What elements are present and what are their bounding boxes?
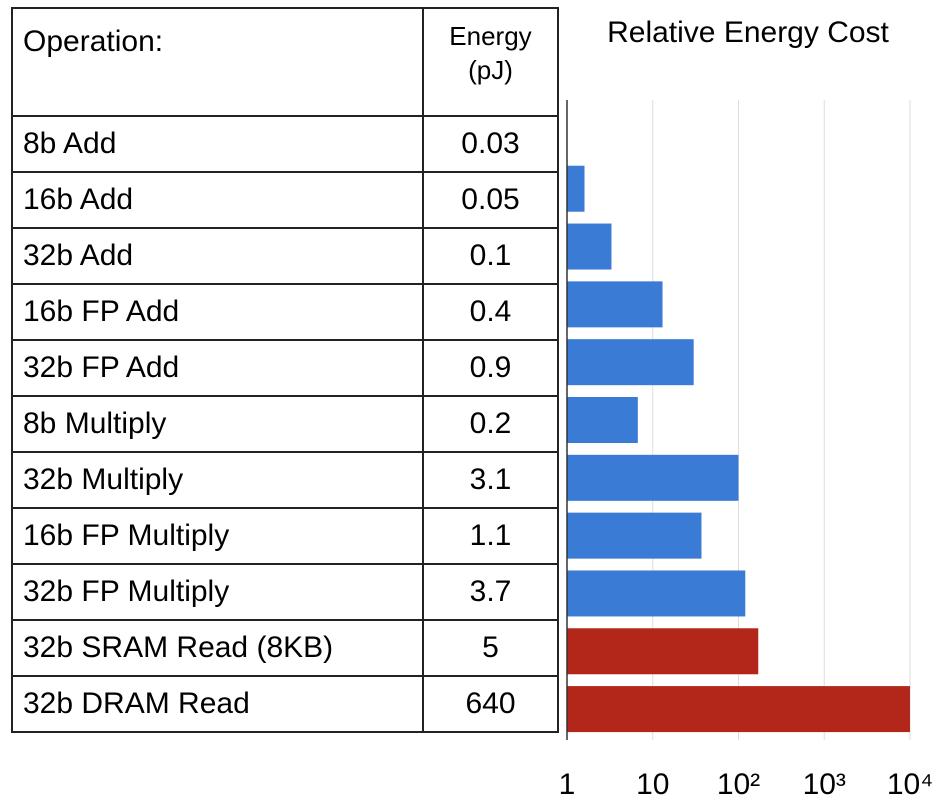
operation-cell: 8b Add [11,115,424,173]
bar [567,165,585,212]
table-row: 16b FP Add 0.4 [11,283,559,341]
energy-cell: 5 [422,619,559,677]
operation-cell: 32b Multiply [11,451,424,509]
bar [567,281,663,328]
energy-table: Operation: Energy (pJ) 8b Add 0.03 16b Add… [11,7,559,733]
x-tick-label: 10⁴ [887,768,933,801]
x-tick-label: 10 [636,768,669,801]
table-row: 32b FP Add 0.9 [11,339,559,397]
bar [567,570,746,617]
table-row: 16b Add 0.05 [11,171,559,229]
energy-cell: 0.05 [422,171,559,229]
bar [567,397,638,443]
table-row: 32b Add 0.1 [11,227,559,285]
header-cell: Energy (pJ) [422,7,559,117]
bar [567,512,702,559]
energy-cell: 0.4 [422,283,559,341]
operation-cell: 16b FP Add [11,283,424,341]
energy-cell: 0.03 [422,115,559,173]
table-row: 32b SRAM Read (8KB) 5 [11,619,559,677]
bar [567,223,612,270]
table-row: 8b Multiply 0.2 [11,395,559,453]
table-row: 32b DRAM Read 640 [11,675,559,733]
operation-cell: 32b Add [11,227,424,285]
energy-cell: 0.9 [422,339,559,397]
energy-cell: 640 [422,675,559,733]
x-tick-label: 10³ [803,768,846,801]
chart-title: Relative Energy Cost [607,16,889,49]
header-cell: Operation: [11,7,424,117]
energy-cell: 0.1 [422,227,559,285]
operation-cell: 8b Multiply [11,395,424,453]
operation-cell: 16b FP Multiply [11,507,424,565]
header-row: Operation: Energy (pJ) [11,7,559,117]
bar [567,628,759,675]
energy-cell: 0.2 [422,395,559,453]
bar [567,686,910,733]
operation-cell: 32b FP Multiply [11,563,424,621]
energy-cell: 3.7 [422,563,559,621]
energy-cell: 1.1 [422,507,559,565]
operation-cell: 32b SRAM Read (8KB) [11,619,424,677]
operation-cell: 32b FP Add [11,339,424,397]
energy-cell: 3.1 [422,451,559,509]
table-row: 16b FP Multiply 1.1 [11,507,559,565]
bar [567,339,694,386]
table-row: 32b Multiply 3.1 [11,451,559,509]
x-tick-label: 10² [717,768,760,801]
bar [567,454,739,501]
table-row: 32b FP Multiply 3.7 [11,563,559,621]
table-row: 8b Add 0.03 [11,115,559,173]
operation-cell: 16b Add [11,171,424,229]
x-tick-label: 1 [559,768,576,801]
table-body: Operation: Energy (pJ) 8b Add 0.03 16b Add… [11,7,559,733]
operation-cell: 32b DRAM Read [11,675,424,733]
